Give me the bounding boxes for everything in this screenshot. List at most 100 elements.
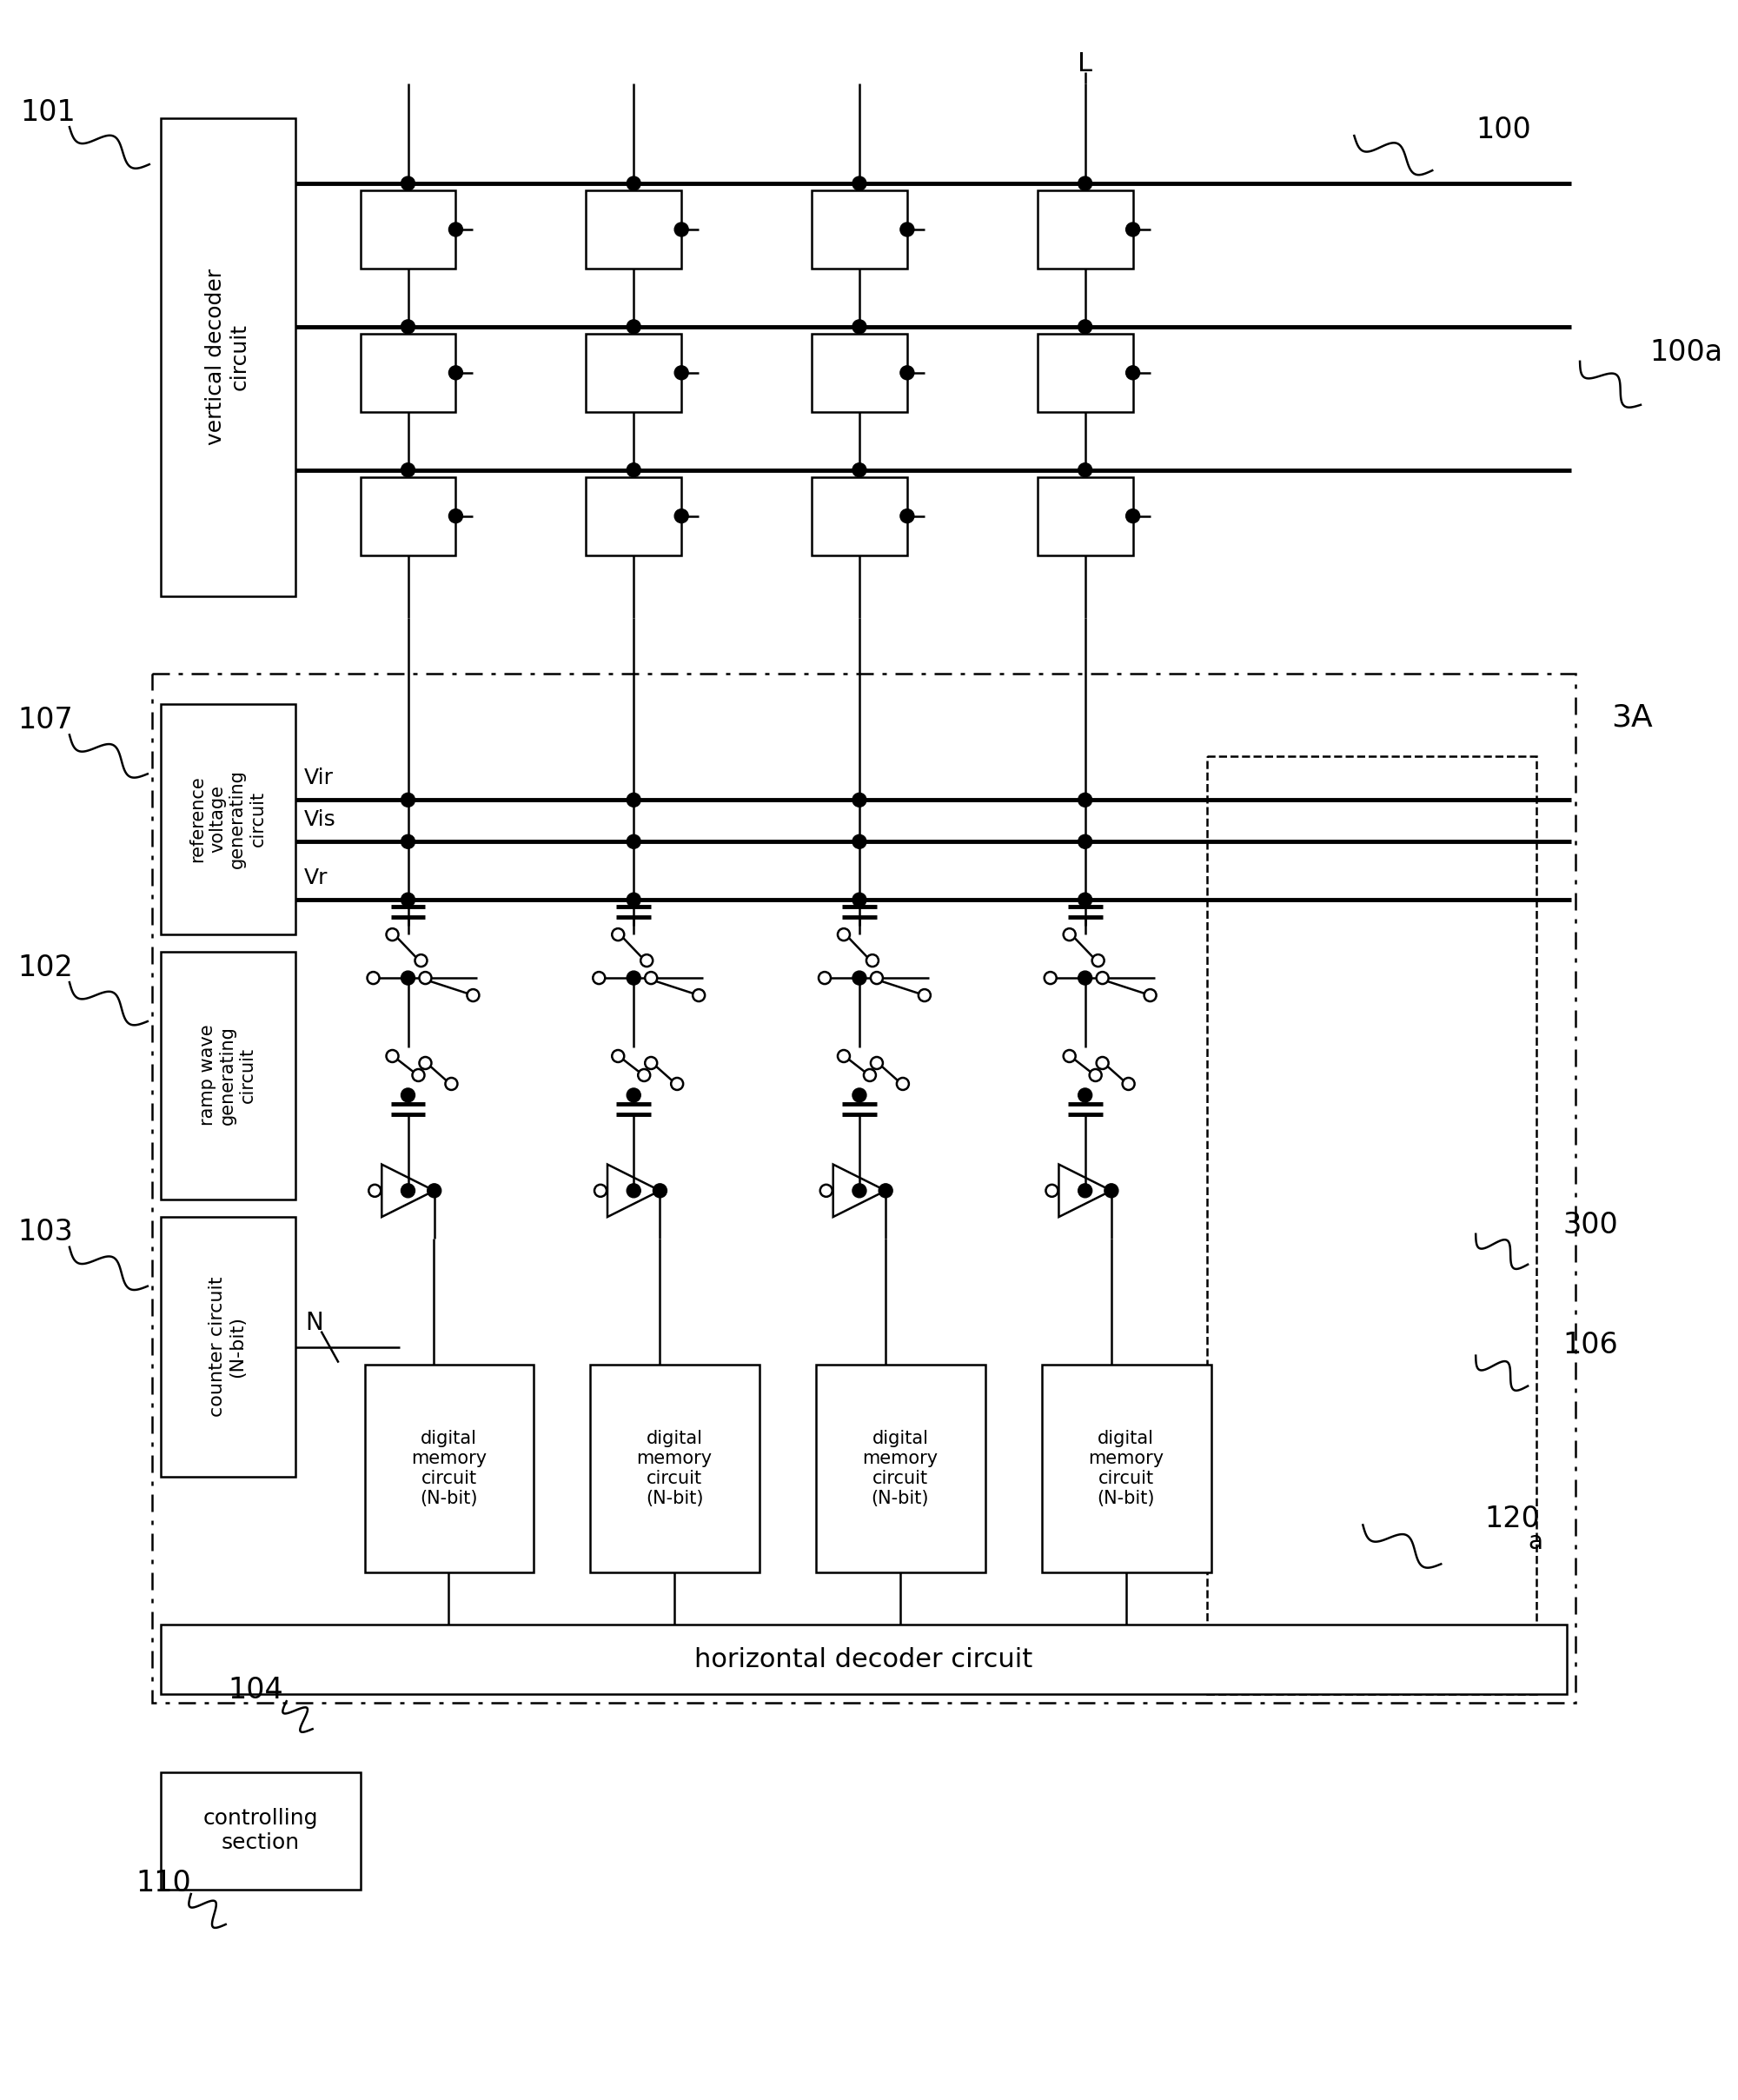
Circle shape: [593, 972, 605, 985]
Text: 120: 120: [1484, 1504, 1540, 1533]
Circle shape: [852, 892, 866, 907]
Circle shape: [900, 508, 914, 523]
Circle shape: [1097, 1056, 1109, 1069]
Text: digital
memory
circuit
(N-bit): digital memory circuit (N-bit): [410, 1430, 487, 1508]
Text: L: L: [1078, 50, 1093, 76]
Circle shape: [693, 989, 706, 1002]
Bar: [160, 951, 295, 1199]
Circle shape: [852, 834, 866, 848]
Bar: [1206, 756, 1536, 1695]
Bar: [1038, 334, 1133, 412]
Bar: [586, 191, 681, 269]
Circle shape: [448, 223, 462, 237]
Circle shape: [401, 1184, 415, 1197]
Bar: [160, 118, 295, 596]
Circle shape: [1126, 365, 1140, 380]
Circle shape: [445, 1077, 457, 1090]
Circle shape: [1078, 892, 1091, 907]
Text: ramp wave
generating
circuit: ramp wave generating circuit: [198, 1025, 255, 1126]
Circle shape: [368, 1184, 381, 1197]
Circle shape: [401, 834, 415, 848]
Text: Vr: Vr: [304, 867, 328, 888]
Circle shape: [419, 1056, 431, 1069]
Text: N: N: [306, 1310, 323, 1336]
Circle shape: [415, 956, 428, 966]
Circle shape: [674, 508, 688, 523]
Text: reference
voltage
generating
circuit: reference voltage generating circuit: [188, 769, 266, 869]
Circle shape: [645, 972, 657, 985]
Circle shape: [653, 1184, 667, 1197]
Circle shape: [641, 956, 653, 966]
Text: 103: 103: [17, 1218, 73, 1247]
Circle shape: [852, 970, 866, 985]
Circle shape: [612, 928, 624, 941]
Circle shape: [852, 794, 866, 806]
Circle shape: [594, 1184, 607, 1197]
Bar: [360, 477, 455, 554]
Text: 3A: 3A: [1611, 704, 1653, 733]
Text: 100: 100: [1476, 116, 1531, 145]
Text: 101: 101: [21, 99, 75, 126]
Circle shape: [386, 928, 398, 941]
Circle shape: [1123, 1077, 1135, 1090]
Circle shape: [852, 176, 866, 191]
Circle shape: [1078, 834, 1091, 848]
Text: counter circuit
(N-bit): counter circuit (N-bit): [209, 1277, 247, 1418]
Bar: [1041, 1365, 1211, 1573]
Circle shape: [866, 956, 878, 966]
Circle shape: [838, 928, 850, 941]
Text: 102: 102: [17, 953, 73, 983]
Circle shape: [468, 989, 480, 1002]
Circle shape: [401, 794, 415, 806]
Text: Vir: Vir: [304, 769, 334, 790]
Text: 100a: 100a: [1649, 338, 1722, 368]
Circle shape: [627, 176, 641, 191]
Circle shape: [1045, 972, 1057, 985]
Circle shape: [674, 223, 688, 237]
Circle shape: [864, 1069, 876, 1082]
Bar: [591, 1365, 760, 1573]
Circle shape: [900, 365, 914, 380]
Circle shape: [428, 1184, 441, 1197]
Text: 106: 106: [1562, 1331, 1618, 1359]
Bar: [586, 334, 681, 412]
Bar: [817, 1365, 985, 1573]
Circle shape: [1126, 508, 1140, 523]
Circle shape: [612, 1050, 624, 1063]
Bar: [360, 191, 455, 269]
Circle shape: [1046, 1184, 1058, 1197]
Circle shape: [1078, 970, 1091, 985]
Circle shape: [448, 508, 462, 523]
Text: digital
memory
circuit
(N-bit): digital memory circuit (N-bit): [636, 1430, 713, 1508]
Circle shape: [627, 1088, 641, 1103]
Circle shape: [1091, 956, 1104, 966]
Circle shape: [638, 1069, 650, 1082]
Bar: [360, 334, 455, 412]
Circle shape: [412, 1069, 424, 1082]
Circle shape: [627, 319, 641, 334]
Circle shape: [820, 1184, 833, 1197]
Circle shape: [1078, 1088, 1091, 1103]
Circle shape: [1078, 176, 1091, 191]
Circle shape: [448, 365, 462, 380]
Circle shape: [879, 1184, 893, 1197]
Circle shape: [897, 1077, 909, 1090]
Text: digital
memory
circuit
(N-bit): digital memory circuit (N-bit): [862, 1430, 939, 1508]
Bar: [812, 334, 907, 412]
Circle shape: [401, 892, 415, 907]
Circle shape: [627, 892, 641, 907]
Circle shape: [1126, 223, 1140, 237]
Circle shape: [401, 319, 415, 334]
Circle shape: [401, 176, 415, 191]
Bar: [586, 477, 681, 554]
Circle shape: [1090, 1069, 1102, 1082]
Circle shape: [871, 1056, 883, 1069]
Circle shape: [419, 972, 431, 985]
Circle shape: [1078, 319, 1091, 334]
Text: horizontal decoder circuit: horizontal decoder circuit: [695, 1646, 1032, 1672]
Circle shape: [401, 970, 415, 985]
Circle shape: [1144, 989, 1156, 1002]
Bar: [812, 191, 907, 269]
Circle shape: [671, 1077, 683, 1090]
Bar: [160, 1772, 360, 1890]
